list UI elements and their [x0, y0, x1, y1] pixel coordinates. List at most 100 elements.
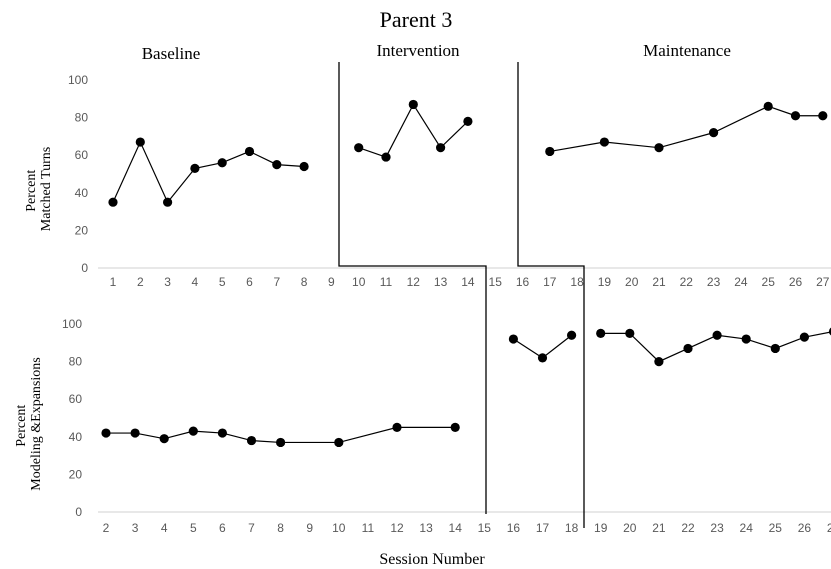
bottom-y-tick-label: 20	[69, 467, 83, 481]
bottom-data-point-intervention	[567, 330, 577, 340]
bottom-data-point-baseline	[392, 422, 402, 432]
top-ylabel-line-2: Matched Turns	[39, 147, 54, 231]
bottom-ylabel: Percent Modeling &Expansions	[14, 357, 44, 490]
bottom-data-point-maintenance	[770, 343, 780, 354]
top-x-tick-label: 24	[734, 275, 748, 289]
top-x-tick-label: 11	[380, 275, 393, 289]
bottom-x-tick-label: 5	[190, 521, 197, 535]
top-data-point-baseline	[190, 163, 200, 173]
phase-label-maintenance: Maintenance	[643, 41, 731, 60]
top-x-tick-label: 22	[680, 275, 694, 289]
top-x-tick-label: 27	[816, 275, 830, 289]
x-axis-title: Session Number	[379, 551, 485, 568]
top-data-point-maintenance	[545, 146, 555, 157]
bottom-data-point-baseline	[217, 428, 227, 438]
bottom-data-point-intervention	[508, 334, 518, 344]
chart-title: Parent 3	[380, 7, 453, 32]
bottom-data-point-baseline	[188, 426, 198, 436]
top-x-tick-label: 26	[789, 275, 803, 289]
top-x-tick-label: 3	[164, 275, 171, 289]
top-data-point-maintenance	[818, 111, 828, 121]
bottom-y-tick-label: 40	[69, 430, 83, 444]
top-data-point-maintenance	[599, 137, 610, 147]
phase-change-line-baseline-intervention	[338, 62, 487, 514]
bottom-y-tick-label: 100	[62, 317, 82, 331]
top-x-tick-label: 8	[301, 275, 308, 289]
top-x-tick-label: 5	[219, 275, 226, 289]
bottom-data-point-maintenance	[799, 332, 810, 342]
bottom-y-tick-label: 80	[69, 355, 83, 369]
top-x-tick-label: 2	[137, 275, 144, 289]
bottom-x-tick-label: 12	[390, 521, 404, 535]
top-data-point-maintenance	[709, 128, 719, 138]
top-data-point-intervention	[381, 152, 391, 162]
bottom-data-point-baseline	[159, 434, 169, 444]
bottom-x-tick-label: 15	[478, 521, 492, 535]
bottom-y-tick-label: 0	[75, 505, 82, 519]
top-x-tick-label: 1	[110, 275, 117, 289]
top-data-point-intervention	[408, 99, 418, 110]
phase-label-intervention: Intervention	[376, 41, 460, 60]
bottom-data-point-intervention	[537, 353, 548, 363]
phase-label-baseline: Baseline	[142, 44, 201, 63]
top-x-tick-label: 12	[407, 275, 421, 289]
top-y-tick-label: 0	[81, 261, 88, 275]
bottom-data-point-baseline	[450, 422, 460, 432]
top-y-tick-label: 100	[68, 73, 88, 87]
top-x-tick-label: 18	[570, 275, 584, 289]
top-data-point-baseline	[135, 137, 145, 147]
bottom-x-tick-label: 13	[419, 521, 433, 535]
bottom-x-tick-label: 2	[103, 521, 110, 535]
top-x-tick-label: 15	[489, 275, 503, 289]
bottom-x-tick-label: 26	[798, 521, 812, 535]
top-x-tick-label: 9	[328, 275, 335, 289]
bottom-x-tick-label: 16	[507, 521, 521, 535]
top-x-tick-label: 19	[598, 275, 612, 289]
bottom-data-point-maintenance	[741, 334, 751, 344]
top-x-tick-label: 21	[652, 275, 666, 289]
top-x-tick-label: 16	[516, 275, 530, 289]
top-data-point-maintenance	[763, 101, 773, 111]
top-y-tick-label: 60	[75, 148, 89, 162]
top-series-line-intervention	[358, 103, 469, 158]
top-series-line-maintenance	[549, 105, 823, 153]
top-x-tick-label: 14	[461, 275, 475, 289]
bottom-x-tick-label: 6	[219, 521, 226, 535]
top-x-tick-label: 6	[246, 275, 253, 289]
top-data-point-maintenance	[790, 111, 801, 121]
bottom-data-point-maintenance	[683, 343, 693, 354]
bottom-x-tick-label: 22	[681, 521, 695, 535]
top-data-point-intervention	[463, 116, 473, 126]
bottom-data-point-baseline	[130, 428, 140, 438]
top-series-line-baseline	[112, 140, 305, 204]
bottom-ylabel-line-2: Modeling &Expansions	[29, 357, 44, 490]
top-data-point-intervention	[354, 143, 364, 153]
bottom-x-tick-label: 11	[362, 521, 375, 535]
top-x-tick-label: 23	[707, 275, 721, 289]
top-x-tick-label: 4	[192, 275, 199, 289]
bottom-x-tick-label: 9	[306, 521, 313, 535]
bottom-x-tick-label: 7	[248, 521, 255, 535]
bottom-x-tick-label: 25	[769, 521, 783, 535]
top-data-point-intervention	[436, 143, 446, 153]
bottom-x-tick-label: 14	[449, 521, 463, 535]
bottom-x-tick-label: 19	[594, 521, 608, 535]
bottom-data-point-baseline	[334, 437, 344, 448]
bottom-data-point-baseline	[246, 435, 257, 446]
top-data-point-baseline	[163, 197, 173, 207]
phase-change-line-intervention-maintenance	[517, 62, 585, 528]
top-data-point-baseline	[272, 160, 282, 170]
bottom-x-tick-label: 21	[652, 521, 666, 535]
top-ylabel-line-1: Percent	[24, 170, 39, 212]
top-data-point-baseline	[108, 197, 118, 207]
top-data-point-baseline	[217, 158, 227, 168]
bottom-series-line-baseline	[106, 426, 456, 444]
bottom-data-point-maintenance	[654, 357, 664, 367]
bottom-ylabel-line-1: Percent	[14, 405, 29, 447]
top-ylabel: Percent Matched Turns	[24, 147, 54, 231]
bottom-data-point-maintenance	[625, 328, 635, 338]
top-data-point-maintenance	[654, 143, 664, 153]
